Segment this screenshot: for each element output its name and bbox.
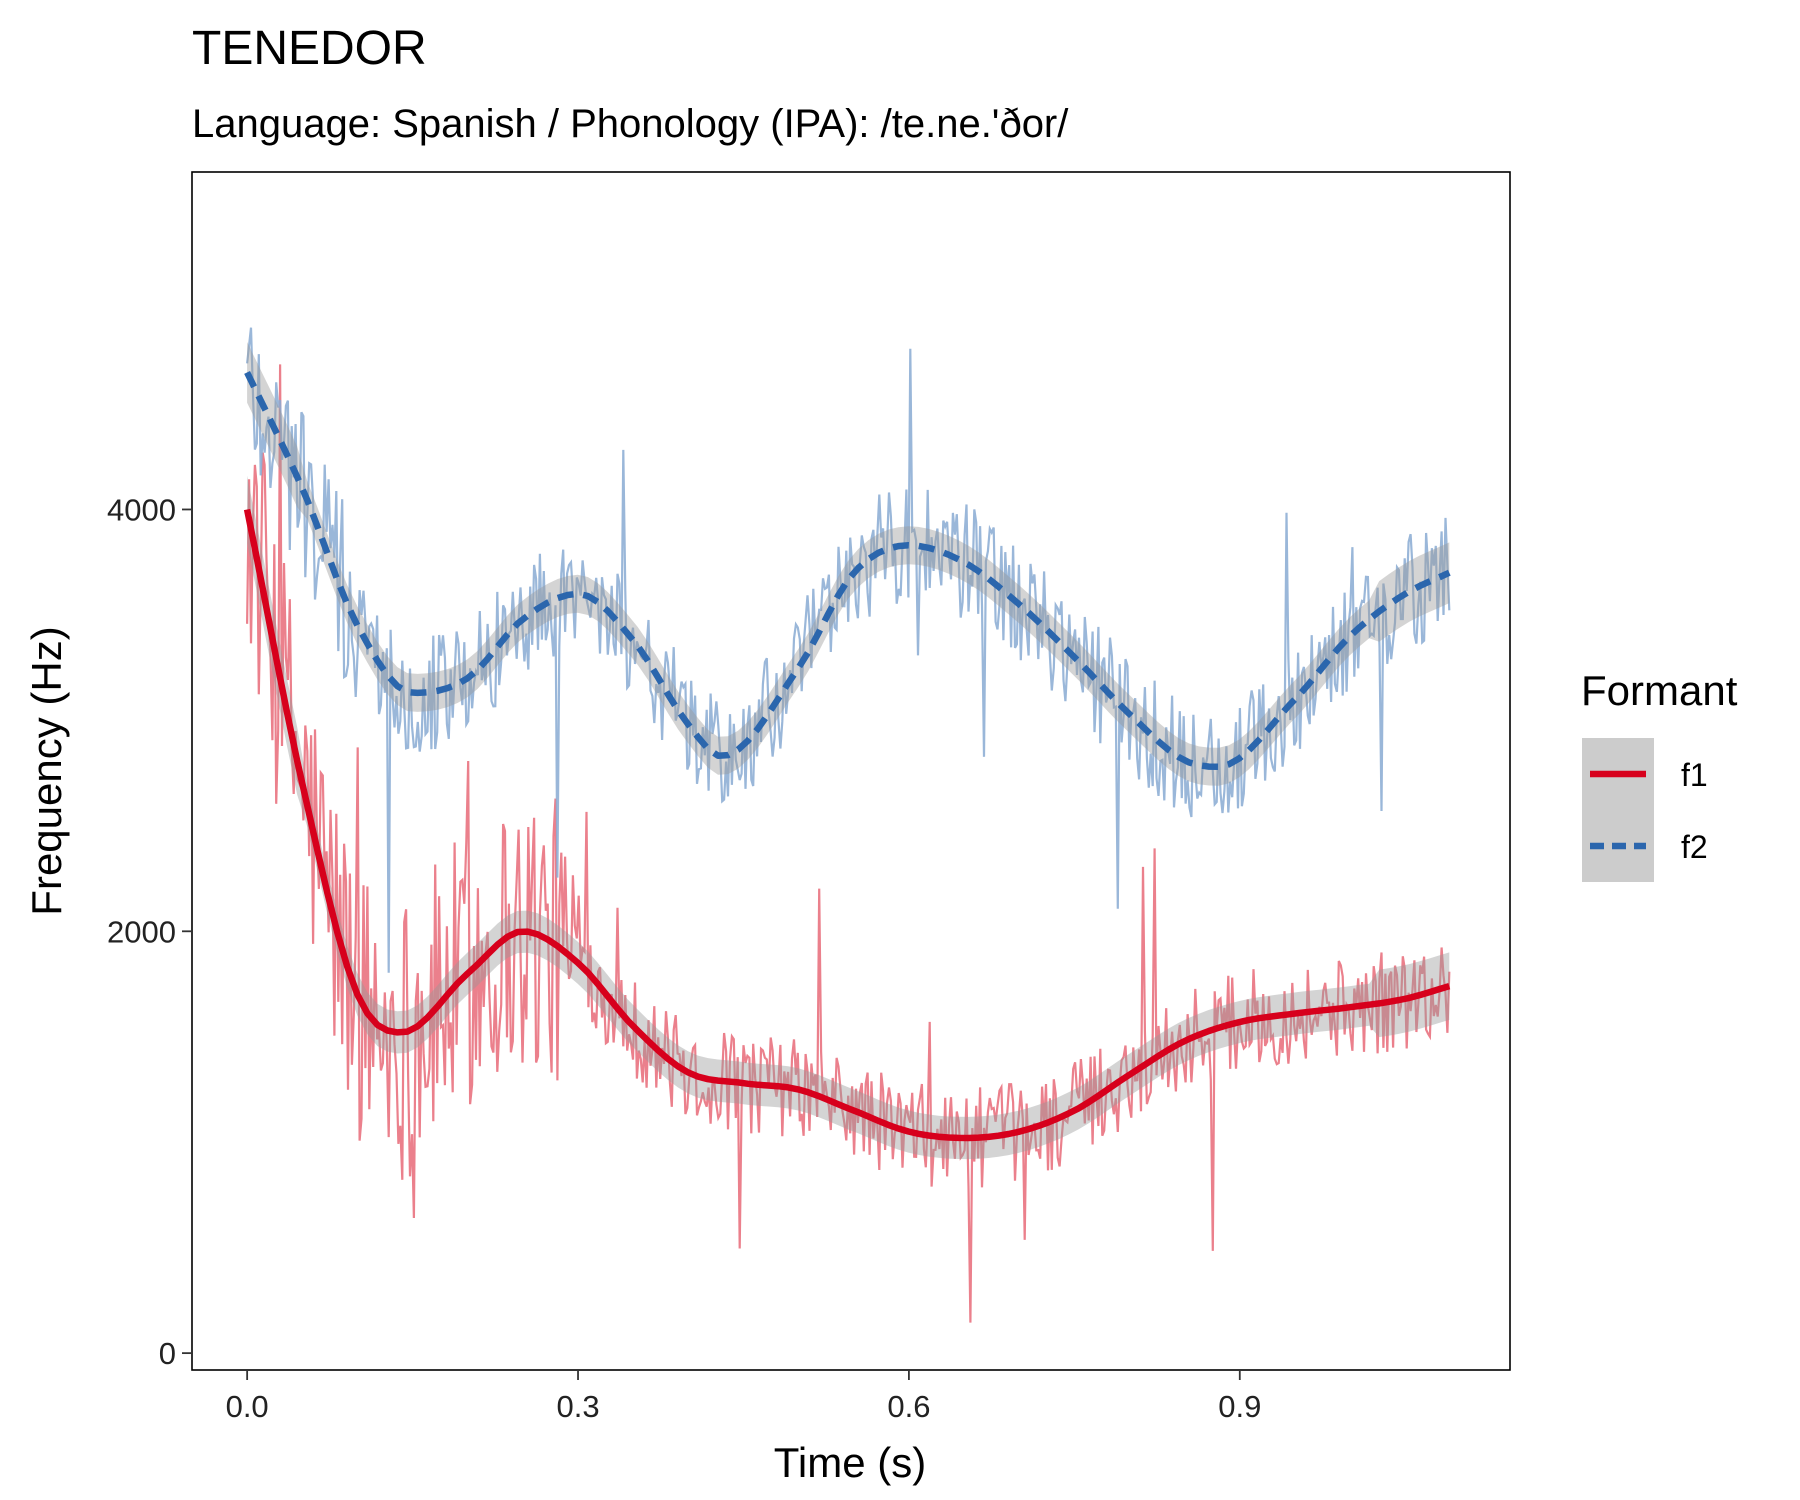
raw-trace-f1 (246, 364, 1451, 1323)
chart-subtitle: Language: Spanish / Phonology (IPA): /te… (192, 102, 1069, 146)
x-tick-label: 0.9 (1218, 1389, 1261, 1424)
smooth-line-f1 (243, 508, 1451, 1142)
raw-trace-f2 (246, 327, 1451, 973)
y-tick-label: 4000 (107, 492, 176, 527)
y-tick-label: 2000 (107, 914, 176, 949)
smooth-line-f2 (244, 370, 1451, 771)
x-tick-label: 0.3 (556, 1389, 599, 1424)
legend-label-f1: f1 (1681, 757, 1708, 793)
confidence-band-f2 (247, 342, 1450, 786)
chart-title: TENEDOR (192, 22, 427, 75)
x-tick-label: 0.6 (887, 1389, 930, 1424)
confidence-bands (247, 342, 1450, 1160)
y-axis: 0 2000 4000 (107, 492, 192, 1371)
legend: Formant f1 f2 (1581, 667, 1738, 882)
smooth-lines (243, 370, 1451, 1142)
legend-key-background (1582, 738, 1654, 882)
x-axis-label: Time (s) (774, 1439, 926, 1486)
legend-label-f2: f2 (1681, 829, 1708, 865)
raw-traces (246, 327, 1451, 1323)
x-axis: 0.0 0.3 0.6 0.9 (226, 1370, 1261, 1424)
y-tick-label: 0 (159, 1336, 176, 1371)
x-tick-label: 0.0 (226, 1389, 269, 1424)
legend-title: Formant (1581, 667, 1738, 714)
plot-panel-border (191, 171, 1511, 1371)
y-axis-label: Frequency (Hz) (23, 626, 70, 915)
